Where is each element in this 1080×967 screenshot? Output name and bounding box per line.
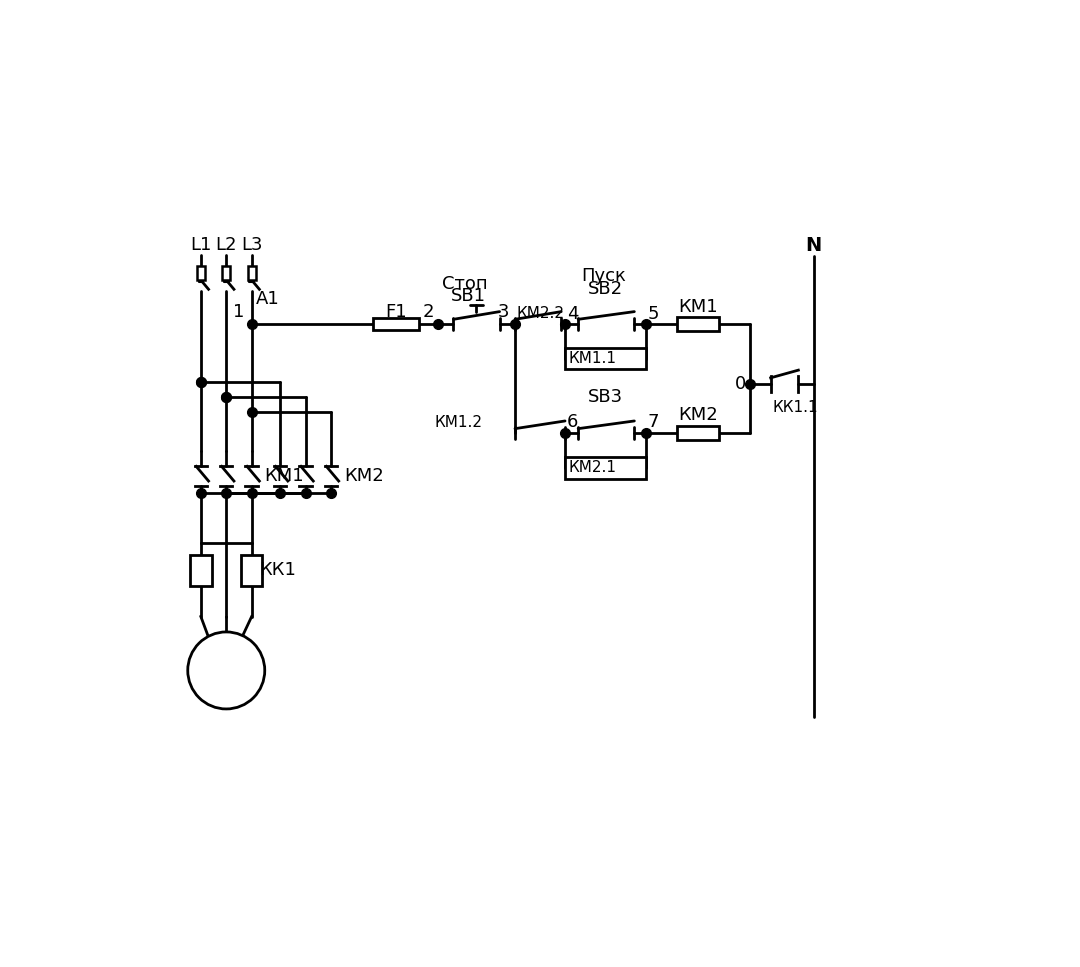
Text: 5: 5 — [647, 305, 659, 323]
Bar — [241, 555, 262, 586]
Text: 7: 7 — [647, 413, 659, 430]
Bar — [247, 266, 256, 280]
Text: L1: L1 — [190, 236, 212, 254]
Text: 1: 1 — [232, 304, 244, 321]
Text: 4: 4 — [567, 305, 578, 323]
Text: КМ1.1: КМ1.1 — [569, 351, 617, 366]
Text: Пуск: Пуск — [581, 267, 626, 285]
Text: L2: L2 — [216, 236, 237, 254]
Text: КМ2: КМ2 — [678, 406, 718, 424]
Text: М: М — [215, 659, 238, 683]
Text: КМ1: КМ1 — [265, 467, 305, 485]
Text: КМ1.2: КМ1.2 — [434, 415, 483, 430]
Bar — [565, 457, 646, 479]
Bar — [222, 266, 230, 280]
Text: N: N — [806, 236, 822, 255]
Text: SB2: SB2 — [588, 279, 623, 298]
Circle shape — [188, 632, 265, 709]
Text: F1: F1 — [384, 304, 406, 321]
Text: 2: 2 — [422, 304, 434, 321]
Bar — [373, 318, 419, 330]
Text: 0: 0 — [734, 375, 746, 393]
Text: КМ2: КМ2 — [345, 467, 383, 485]
Text: КК1: КК1 — [259, 561, 296, 579]
Text: КК1.1: КК1.1 — [773, 399, 819, 415]
Text: SB3: SB3 — [588, 388, 623, 406]
Bar — [197, 266, 205, 280]
Text: A1: A1 — [256, 289, 280, 308]
Text: 3: 3 — [497, 304, 509, 321]
Bar — [190, 555, 212, 586]
Bar — [677, 317, 719, 331]
Text: 6: 6 — [567, 413, 578, 430]
Bar — [677, 426, 719, 440]
Bar — [565, 348, 646, 369]
Text: Стоп: Стоп — [442, 275, 488, 293]
Text: КМ2.2: КМ2.2 — [516, 307, 565, 321]
Text: КМ2.1: КМ2.1 — [569, 460, 617, 476]
Text: SB1: SB1 — [451, 287, 486, 306]
Text: L3: L3 — [241, 236, 262, 254]
Text: КМ1: КМ1 — [678, 298, 718, 316]
